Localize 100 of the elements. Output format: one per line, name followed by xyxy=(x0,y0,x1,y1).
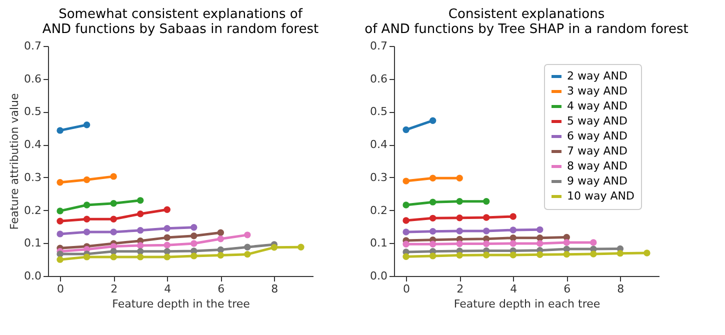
point xyxy=(456,174,463,182)
point xyxy=(164,242,170,248)
point xyxy=(136,242,144,249)
y-tick-label: 0.3 xyxy=(24,170,42,184)
legend-label: 6 way AND xyxy=(567,130,628,142)
point xyxy=(616,250,624,257)
point xyxy=(298,244,304,250)
point xyxy=(110,248,117,255)
point xyxy=(136,248,144,255)
point xyxy=(429,252,436,260)
point xyxy=(563,250,570,258)
point xyxy=(190,224,198,231)
y-tick-label: 0.1 xyxy=(370,236,388,250)
point xyxy=(136,226,144,234)
point xyxy=(164,248,170,255)
point xyxy=(136,254,144,260)
x-axis-title: Feature depth in each tree xyxy=(454,298,600,310)
point xyxy=(217,246,224,254)
point xyxy=(590,239,597,246)
point xyxy=(482,198,490,205)
point xyxy=(563,239,570,246)
point xyxy=(110,254,117,260)
point xyxy=(190,240,198,247)
y-tick-label: 0.1 xyxy=(24,236,42,250)
point xyxy=(56,230,64,238)
point xyxy=(56,218,64,224)
y-tick-label: 0.6 xyxy=(370,72,388,86)
point xyxy=(456,240,463,248)
x-tick-label: 8 xyxy=(271,282,278,296)
point xyxy=(590,250,597,258)
point xyxy=(510,213,516,220)
point xyxy=(83,176,90,184)
point xyxy=(217,229,224,236)
chart-title: Somewhat consistent explanations of AND functions by Sabaas in random forest xyxy=(42,7,319,37)
point xyxy=(456,198,463,205)
x-tick-label: 6 xyxy=(218,282,225,296)
x-axis-title: Feature depth in the tree xyxy=(112,298,250,310)
point xyxy=(482,240,490,248)
legend-label: 7 way AND xyxy=(567,144,628,158)
y-tick-label: 0.5 xyxy=(370,105,388,118)
y-tick-label: 0.0 xyxy=(24,270,42,282)
point xyxy=(110,173,117,180)
chart-title: Consistent explanations of AND functions by Tree SHAP in a random forest xyxy=(364,7,688,37)
point xyxy=(136,197,144,204)
point xyxy=(536,234,544,242)
legend-label: 2 way AND xyxy=(567,70,628,82)
point xyxy=(536,251,544,258)
point xyxy=(190,232,198,240)
legend-label: 8 way AND xyxy=(567,160,628,172)
point xyxy=(56,208,64,214)
x-tick-label: 6 xyxy=(564,282,571,296)
point xyxy=(402,178,410,184)
point xyxy=(110,200,117,207)
point xyxy=(402,217,410,224)
point xyxy=(536,226,544,234)
point xyxy=(456,228,463,234)
point xyxy=(482,228,490,234)
point xyxy=(190,252,198,260)
point xyxy=(429,228,436,235)
point xyxy=(510,226,516,234)
legend-label: 10 way AND xyxy=(567,190,634,202)
point xyxy=(164,254,170,260)
x-tick-label: 4 xyxy=(164,282,172,296)
point xyxy=(536,240,544,247)
point xyxy=(429,117,436,124)
point xyxy=(56,179,64,186)
x-tick-label: 0 xyxy=(403,282,410,296)
legend-label: 5 way AND xyxy=(567,114,628,128)
point xyxy=(83,216,90,223)
point xyxy=(402,126,410,134)
point xyxy=(56,256,64,263)
point xyxy=(244,250,251,258)
point xyxy=(456,214,463,222)
point xyxy=(164,206,170,213)
point xyxy=(83,254,90,260)
point xyxy=(270,244,278,251)
x-tick-label: 2 xyxy=(110,282,118,296)
point xyxy=(510,240,516,247)
x-tick-label: 0 xyxy=(57,282,64,296)
point xyxy=(244,244,251,250)
y-tick-label: 0.3 xyxy=(370,170,388,184)
point xyxy=(429,174,436,182)
x-tick-label: 4 xyxy=(510,282,518,296)
point xyxy=(136,210,144,218)
point xyxy=(164,234,170,241)
point xyxy=(244,232,251,238)
legend-label: 4 way AND xyxy=(567,100,628,112)
point xyxy=(56,127,64,134)
point xyxy=(56,250,64,258)
legend-label: 9 way AND xyxy=(567,174,628,188)
point xyxy=(402,228,410,236)
point xyxy=(217,252,224,259)
point xyxy=(429,198,436,206)
y-tick-label: 0.6 xyxy=(24,72,42,86)
point xyxy=(429,240,436,248)
legend-label: 3 way AND xyxy=(567,84,628,98)
point xyxy=(482,252,490,258)
y-axis-title: Feature attribution value xyxy=(8,92,22,230)
x-tick-label: 8 xyxy=(617,282,624,296)
point xyxy=(83,228,90,236)
